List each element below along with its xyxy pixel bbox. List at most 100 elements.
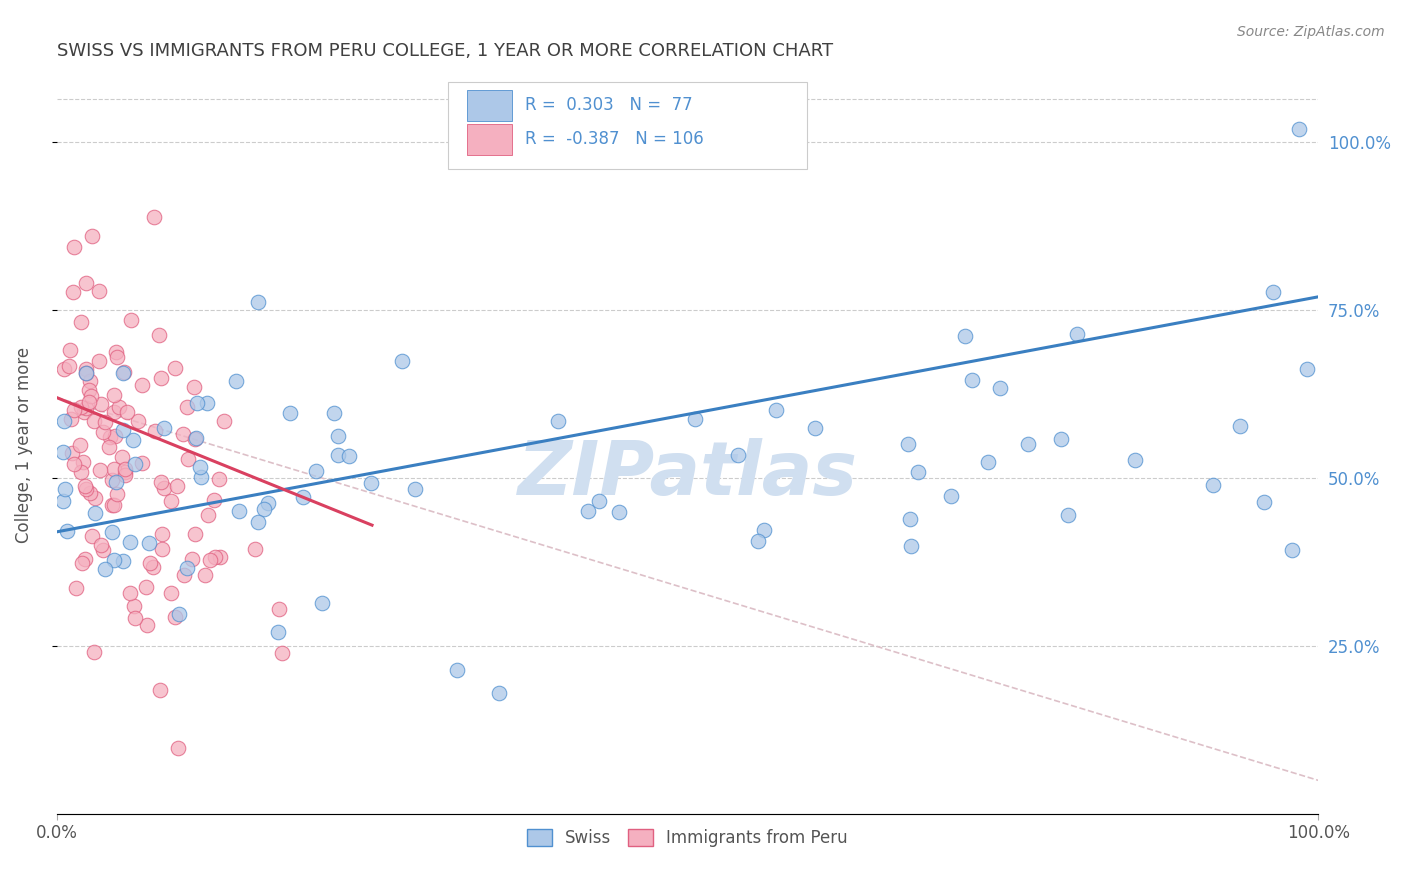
Point xyxy=(163,610,186,624)
Point xyxy=(153,482,176,496)
Point xyxy=(72,455,94,469)
Point xyxy=(225,374,247,388)
Point xyxy=(150,542,173,557)
Point xyxy=(900,539,922,553)
Point xyxy=(247,515,270,529)
Point xyxy=(98,430,121,444)
Point xyxy=(83,414,105,428)
Point xyxy=(62,457,84,471)
Point xyxy=(70,316,93,330)
Point xyxy=(1066,327,1088,342)
Point xyxy=(547,414,569,428)
Text: R =  0.303   N =  77: R = 0.303 N = 77 xyxy=(524,95,692,114)
Point xyxy=(754,523,776,537)
Point xyxy=(104,344,127,359)
Point xyxy=(114,461,136,475)
Point xyxy=(257,495,280,509)
Point xyxy=(1229,418,1251,433)
Point xyxy=(243,541,266,556)
Point xyxy=(953,329,976,343)
Point xyxy=(988,381,1011,395)
Point xyxy=(75,366,97,380)
Point xyxy=(160,494,183,508)
Point xyxy=(194,567,217,582)
Legend: Swiss, Immigrants from Peru: Swiss, Immigrants from Peru xyxy=(520,822,855,854)
Point xyxy=(127,414,149,428)
Point xyxy=(79,374,101,388)
Point xyxy=(131,378,153,392)
Point xyxy=(1123,453,1146,467)
Point xyxy=(747,533,769,548)
Point xyxy=(1288,122,1310,136)
Point xyxy=(83,645,105,659)
Point xyxy=(150,371,173,385)
Point xyxy=(176,561,198,575)
Point xyxy=(122,599,145,613)
Point xyxy=(322,406,344,420)
Point xyxy=(1017,437,1039,451)
Point xyxy=(976,455,998,469)
Point xyxy=(114,466,136,480)
Point xyxy=(941,490,963,504)
Point xyxy=(114,467,136,482)
Point xyxy=(172,427,194,442)
Point xyxy=(139,557,162,571)
Point xyxy=(138,536,160,550)
Point xyxy=(200,553,222,567)
Point xyxy=(184,432,207,446)
Point xyxy=(89,463,111,477)
Point xyxy=(195,396,218,410)
Point xyxy=(360,475,382,490)
Point xyxy=(588,494,610,508)
Point xyxy=(75,362,97,376)
Point xyxy=(186,395,208,409)
Text: ZIPatlas: ZIPatlas xyxy=(517,438,858,510)
Point xyxy=(104,429,127,443)
Point xyxy=(94,562,117,576)
Point xyxy=(609,505,631,519)
FancyBboxPatch shape xyxy=(467,124,512,155)
Point xyxy=(160,585,183,599)
Point xyxy=(94,416,117,430)
Point xyxy=(62,403,84,417)
Point xyxy=(62,285,84,299)
Point xyxy=(75,277,97,291)
Point xyxy=(186,431,208,445)
Point xyxy=(73,478,96,492)
Point xyxy=(337,449,360,463)
Point xyxy=(60,446,83,460)
Point xyxy=(82,229,104,244)
Point xyxy=(90,538,112,552)
Point xyxy=(73,405,96,419)
Point xyxy=(228,504,250,518)
Point xyxy=(89,354,111,368)
Point xyxy=(267,625,290,640)
Point xyxy=(311,597,333,611)
Point xyxy=(898,512,921,526)
Point xyxy=(960,373,983,387)
Point xyxy=(683,412,706,426)
Point xyxy=(80,389,103,403)
Point xyxy=(166,740,188,755)
Text: SWISS VS IMMIGRANTS FROM PERU COLLEGE, 1 YEAR OR MORE CORRELATION CHART: SWISS VS IMMIGRANTS FROM PERU COLLEGE, 1… xyxy=(56,42,832,60)
Point xyxy=(124,457,146,471)
Point xyxy=(804,420,827,434)
Point xyxy=(101,498,124,512)
Point xyxy=(148,682,170,697)
Point xyxy=(100,524,122,539)
Point xyxy=(391,354,413,368)
Point xyxy=(143,424,166,438)
Point xyxy=(267,602,290,616)
Point xyxy=(55,524,77,538)
Point xyxy=(208,472,231,486)
Point xyxy=(1263,285,1285,299)
Point xyxy=(60,412,83,426)
Point xyxy=(122,433,145,447)
Point xyxy=(59,343,82,358)
Point xyxy=(278,406,301,420)
FancyBboxPatch shape xyxy=(467,90,512,121)
Point xyxy=(152,527,174,541)
Point xyxy=(100,473,122,487)
Point xyxy=(576,504,599,518)
Point xyxy=(727,448,749,462)
